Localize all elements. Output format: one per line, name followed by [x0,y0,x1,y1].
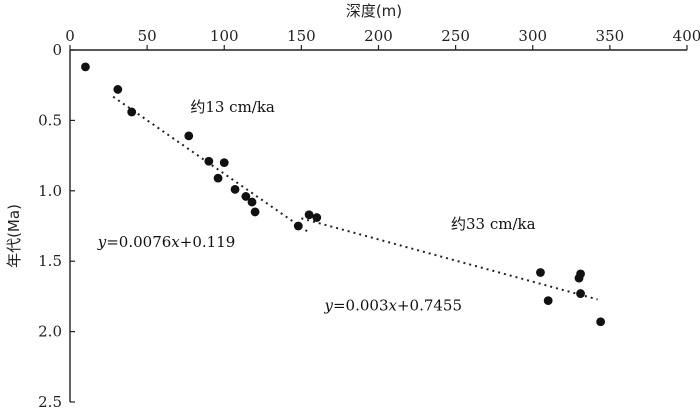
data-point [113,85,123,94]
data-point [219,158,229,168]
data-point [241,192,251,201]
annotations: 约13 cm/ka 约33 cm/ka y=0.0076x+0.119 y=0.003… [97,98,536,315]
x-tick-label: 0 [65,27,75,45]
fit-lines [112,95,598,301]
x-tick-label: 250 [441,27,470,45]
y-tick-label: 2.0 [38,323,62,341]
y-tick-label: 0.5 [38,111,62,129]
y-tick-label: 1.0 [38,182,62,200]
x-tick-label: 100 [210,27,239,45]
data-point [247,197,257,207]
data-point [312,213,322,222]
data-point [596,317,606,327]
data-point [81,62,90,72]
axes: 0 50 100 150 200 250 300 350 400 0 0.5 1.0 1.5 2.0 2.5 [38,27,700,411]
x-axis-title: 深度(m) [346,2,402,20]
y-tick-label: 2.5 [38,393,62,411]
annotation-eq1: y=0.0076x+0.119 [97,233,236,251]
data-point [536,268,545,277]
y-tick-label: 0 [52,41,62,59]
y-tick-label: 1.5 [38,252,62,270]
fit-line [301,217,598,301]
x-tick-label: 150 [287,27,316,45]
x-tick-label: 50 [138,27,157,45]
data-point [543,296,553,306]
data-point [250,207,260,217]
annotation-rate1: 约13 cm/ka [190,98,275,116]
x-tick-label: 300 [518,27,547,45]
data-point [576,289,585,298]
x-tick-label: 200 [364,27,393,45]
data-point [230,184,240,194]
data-point [213,173,223,183]
data-point [293,221,303,231]
data-point [576,269,585,279]
annotation-eq2: y=0.003x+0.7455 [324,296,463,314]
fit-line [112,95,310,234]
x-tick-label: 400 [673,27,700,45]
annotation-rate2: 约33 cm/ka [451,215,536,233]
x-tick-label: 350 [596,27,625,45]
data-points [81,62,606,327]
data-point [204,156,214,166]
y-axis-title: 年代(Ma) [5,204,23,268]
data-point [184,131,194,141]
data-point [304,210,314,220]
data-point [127,107,137,117]
